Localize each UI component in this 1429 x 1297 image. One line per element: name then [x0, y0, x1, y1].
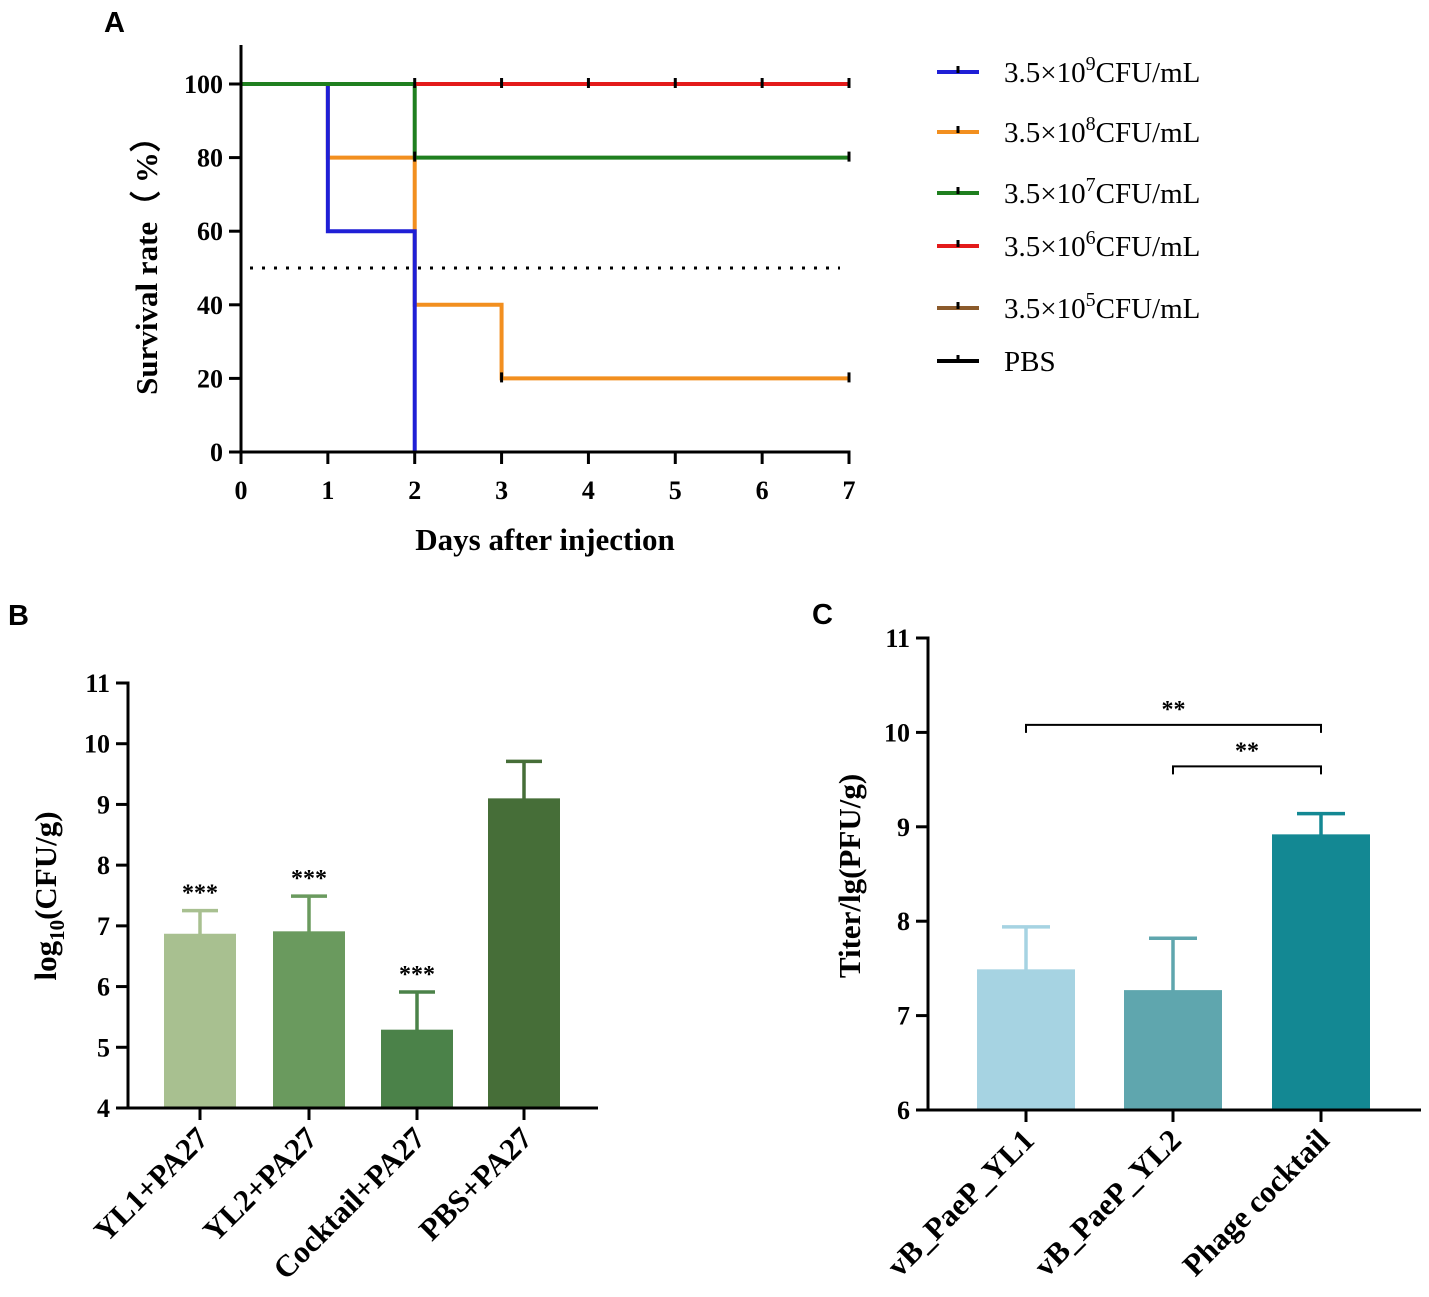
titer-ytick-label-3: 9: [897, 813, 910, 842]
survival-xtick-label-7: 7: [843, 476, 856, 505]
survival-xtick-label-6: 6: [756, 476, 769, 505]
cfu-xtick-label-0: YL1+PA27: [87, 1120, 215, 1248]
titer-xtick-label-1: vB_PaeP_YL2: [1027, 1122, 1188, 1283]
survival-line-2: [241, 82, 849, 160]
cfu-ylabel-subscript: 10: [45, 920, 69, 941]
titer-comparison-bracket-0: [1025, 723, 1322, 733]
cfu-significance-2: ***: [399, 962, 435, 988]
titer-comparison-label-0: **: [1162, 697, 1186, 723]
legend-label-sup-3: 6: [1086, 227, 1096, 249]
survival-legend: 3.5×109CFU/mL3.5×108CFU/mL3.5×107CFU/mL3…: [937, 53, 1200, 378]
cfu-ylabel-unit: (CFU/g): [28, 811, 63, 919]
survival-xtick-label-0: 0: [235, 476, 248, 505]
legend-label-main-3: 3.5×10: [1004, 231, 1086, 263]
legend-label-main-0: 3.5×10: [1004, 57, 1086, 89]
titer-xtick-label-2: Phage cocktail: [1175, 1122, 1336, 1283]
legend-label-main-2: 3.5×10: [1004, 178, 1086, 210]
legend-label-unit-0: CFU/mL: [1096, 57, 1201, 89]
survival-ylabel: Survival rate（ %）: [129, 121, 164, 395]
titer-ytick-label-0: 6: [897, 1096, 910, 1125]
legend-label-main-1: 3.5×10: [1004, 117, 1086, 149]
cfu-ytick-label-0: 4: [97, 1094, 110, 1123]
survival-ytick-label-5: 100: [184, 70, 223, 99]
cfu-ytick-label-6: 10: [84, 730, 110, 759]
cfu-bar-0: [164, 933, 236, 1108]
survival-ytick-label-3: 60: [197, 217, 223, 246]
titer-bar-chart: Titer/lg(PFU/g) 6 7 8 9 10 11 vB_PaeP_YL1vB_Pa…: [832, 624, 1421, 1283]
cfu-bar-2: [381, 1029, 453, 1108]
survival-xlabel: Days after injection: [415, 522, 674, 557]
titer-xtick-label-0: vB_PaeP_YL1: [880, 1122, 1041, 1283]
survival-chart: Survival rate（ %） Days after injection 3…: [129, 45, 1200, 557]
cfu-ytick-label-7: 11: [85, 669, 110, 698]
legend-label-main-4: 3.5×10: [1004, 293, 1086, 325]
survival-xtick-label-3: 3: [495, 476, 508, 505]
cfu-ylabel: log10(CFU/g): [28, 811, 69, 980]
titer-bar-1: [1124, 990, 1222, 1110]
legend-label-sup-0: 9: [1086, 53, 1096, 75]
cfu-ytick-label-1: 5: [97, 1033, 110, 1062]
survival-ytick-label-2: 40: [197, 291, 223, 320]
legend-label-unit-1: CFU/mL: [1096, 117, 1201, 149]
cfu-ytick-label-3: 7: [97, 912, 110, 941]
titer-ylabel: Titer/lg(PFU/g): [832, 774, 867, 978]
survival-ytick-label-4: 80: [197, 144, 223, 173]
cfu-bar-chart: log10(CFU/g) *********4567891011YL1+PA27…: [28, 669, 598, 1286]
legend-label-unit-4: CFU/mL: [1096, 293, 1201, 325]
legend-label-3: 3.5×106CFU/mL: [1004, 227, 1200, 263]
legend-label-5: PBS: [1004, 346, 1056, 378]
survival-xtick-label-4: 4: [582, 476, 595, 505]
titer-comparison-bracket-1: [1172, 765, 1322, 775]
legend-label-1: 3.5×108CFU/mL: [1004, 113, 1200, 149]
survival-line-0: [241, 82, 417, 452]
survival-ytick-label-1: 20: [197, 364, 223, 393]
survival-xtick-label-2: 2: [408, 476, 421, 505]
cfu-ylabel-main: log: [28, 940, 63, 980]
panel-c-label: C: [812, 599, 833, 631]
legend-label-main-5: PBS: [1004, 346, 1056, 378]
cfu-significance-0: ***: [182, 881, 218, 907]
cfu-bar-1: [273, 931, 345, 1108]
cfu-ytick-label-2: 6: [97, 973, 110, 1002]
cfu-ytick-label-5: 9: [97, 790, 110, 819]
legend-label-unit-2: CFU/mL: [1096, 178, 1201, 210]
legend-label-sup-2: 7: [1086, 174, 1096, 196]
legend-label-0: 3.5×109CFU/mL: [1004, 53, 1200, 89]
titer-ytick-label-4: 10: [884, 718, 910, 747]
titer-bar-2: [1272, 834, 1370, 1110]
legend-label-sup-4: 5: [1086, 289, 1096, 311]
legend-label-sup-1: 8: [1086, 113, 1096, 135]
cfu-significance-1: ***: [291, 866, 327, 892]
titer-ytick-label-5: 11: [885, 624, 910, 653]
titer-ytick-label-2: 8: [897, 907, 910, 936]
legend-label-4: 3.5×105CFU/mL: [1004, 289, 1200, 325]
survival-ytick-label-0: 0: [210, 438, 223, 467]
legend-label-unit-3: CFU/mL: [1096, 231, 1201, 263]
legend-label-2: 3.5×107CFU/mL: [1004, 174, 1200, 210]
titer-ytick-label-1: 7: [897, 1002, 910, 1031]
titer-bar-0: [977, 969, 1075, 1110]
cfu-bar-3: [488, 798, 560, 1108]
titer-comparison-label-1: **: [1235, 738, 1259, 764]
panel-b-label: B: [8, 600, 29, 632]
cfu-ytick-label-4: 8: [97, 851, 110, 880]
survival-xtick-label-5: 5: [669, 476, 682, 505]
panel-a-label: A: [104, 7, 125, 39]
survival-xtick-label-1: 1: [321, 476, 334, 505]
cfu-xtick-label-3: PBS+PA27: [412, 1120, 539, 1247]
